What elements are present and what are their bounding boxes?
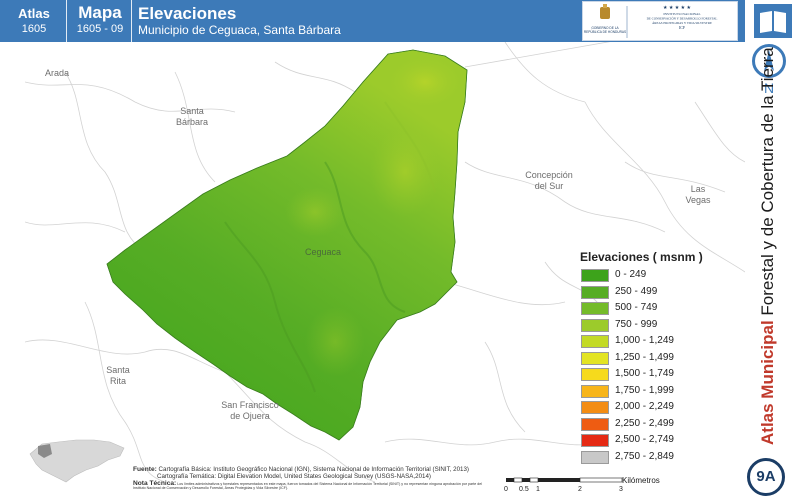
coat-of-arms-icon: [600, 7, 610, 19]
legend-swatch: [581, 351, 609, 365]
legend-item: 1,000 - 1,249: [580, 334, 745, 351]
legend-label: 2,750 - 2,849: [615, 450, 674, 462]
north-letter: N: [763, 80, 775, 96]
map-title: Elevaciones: [138, 4, 237, 23]
legend-item: 500 - 749: [580, 301, 745, 318]
legend-label: 1,250 - 1,499: [615, 351, 674, 363]
legend-label: 250 - 499: [615, 285, 658, 297]
legend-swatch: [581, 285, 609, 299]
note-label: Nota Técnica:: [133, 479, 177, 487]
road-network: [25, 42, 745, 482]
svg-text:REPÚBLICA DE HONDURAS: REPÚBLICA DE HONDURAS: [584, 29, 626, 34]
legend-swatch: [581, 368, 609, 381]
logos-graphic: ★ ★ ★ ★ ★ GOBIERNO DE LA REPÚBLICA DE HO…: [584, 4, 718, 38]
sources-line1: Cartografía Básica: Instituto Geográfico…: [158, 466, 469, 473]
page-badge: 9A: [747, 458, 785, 496]
legend-title: Elevaciones ( msnm ): [580, 250, 703, 264]
scale-bar: 0 0.5 1 2 3 Kilómetros: [504, 474, 660, 498]
legend-swatch: [581, 417, 609, 431]
mapa-label: Mapa: [78, 3, 122, 22]
legend-swatch: [581, 401, 609, 414]
atlas-code: 1605: [21, 23, 47, 35]
legend-swatch: [581, 269, 609, 282]
institution-logos: ★ ★ ★ ★ ★ GOBIERNO DE LA REPÚBLICA DE HO…: [582, 1, 738, 41]
map-frame: Arada Santa Bárbara Ceguaca Concepción d…: [25, 42, 745, 482]
legend-swatch: [581, 302, 609, 315]
legend-item: 2,250 - 2,499: [580, 417, 745, 434]
place-las-vegas: Las Vegas: [685, 184, 711, 205]
scale-tick: 0.5: [519, 486, 529, 493]
header-divider: [66, 0, 67, 42]
place-arada: Arada: [45, 68, 70, 78]
legend-label: 1,500 - 1,749: [615, 368, 674, 379]
place-concepcion: Concepción del Sur: [525, 170, 573, 191]
mapa-code: 1605 - 09: [76, 23, 124, 35]
legend-swatch: [581, 318, 609, 332]
open-book-icon: [754, 4, 792, 38]
scale-tick: 2: [578, 486, 582, 493]
legend-item: 2,000 - 2,249: [580, 400, 745, 417]
scale-tick: 3: [619, 486, 623, 493]
sources-line2: Cartografía Temática: Digital Elevation …: [157, 473, 431, 481]
svg-text:INSTITUTO NACIONAL: INSTITUTO NACIONAL: [663, 12, 700, 16]
legend-label: 1,000 - 1,249: [615, 335, 674, 346]
legend-label: 750 - 999: [615, 318, 658, 330]
legend-label: 0 - 249: [615, 269, 647, 280]
north-arrow-icon: [752, 44, 786, 78]
sources-block: Fuente: Cartografía Básica: Instituto Ge…: [133, 466, 493, 491]
map-canvas: [25, 42, 745, 482]
legend-item: 0 - 249: [580, 268, 745, 285]
map-subtitle: Municipio de Ceguaca, Santa Bárbara: [138, 23, 341, 37]
svg-text:★ ★ ★ ★ ★: ★ ★ ★ ★ ★: [663, 5, 691, 11]
legend-label: 2,000 - 2,249: [615, 401, 674, 412]
scale-bar-graphic: [506, 477, 623, 483]
legend-swatch: [581, 384, 609, 398]
honduras-locator-map: [29, 439, 125, 483]
sources-label: Fuente:: [133, 466, 157, 473]
legend-swatch: [581, 434, 609, 447]
place-ceguaca: Ceguaca: [305, 247, 342, 257]
place-santa-rita: Santa Rita: [106, 365, 130, 386]
legend-item: 1,500 - 1,749: [580, 367, 745, 384]
scale-tick: 0: [504, 486, 508, 493]
right-sidebar: [745, 0, 800, 500]
legend-item: 2,500 - 2,749: [580, 433, 745, 450]
legend-item: 750 - 999: [580, 318, 745, 335]
legend-swatch: [581, 450, 609, 464]
vertical-title-rest: Forestal y de Cobertura de la Tierra: [758, 47, 777, 321]
svg-text:ÁREAS PROTEGIDAS Y VIDA SILVES: ÁREAS PROTEGIDAS Y VIDA SILVESTRE: [652, 20, 712, 25]
svg-text:DE CONSERVACIÓN Y DESARROLLO F: DE CONSERVACIÓN Y DESARROLLO FORESTAL: [647, 16, 718, 21]
legend-label: 1,750 - 1,999: [615, 384, 674, 396]
scale-tick: 1: [536, 486, 540, 493]
scale-unit: Kilómetros: [622, 476, 660, 485]
svg-text:ICF: ICF: [679, 25, 686, 30]
legend-swatch: [581, 335, 609, 348]
legend: Elevaciones ( msnm ) 0 - 249 250 - 499 5…: [580, 250, 745, 466]
place-san-francisco: San Francisco de Ojuera: [221, 400, 279, 421]
municipality-outline: [106, 49, 468, 441]
relief-highlights: [224, 54, 465, 393]
legend-item: 250 - 499: [580, 285, 745, 302]
header-divider: [131, 0, 132, 42]
note-text: Los límites administrativos y forestales…: [133, 481, 483, 491]
svg-text:GOBIERNO DE LA: GOBIERNO DE LA: [591, 26, 619, 30]
legend-label: 2,500 - 2,749: [615, 434, 674, 445]
legend-item: 1,750 - 1,999: [580, 384, 745, 401]
legend-item: 1,250 - 1,499: [580, 351, 745, 368]
vertical-title-bold: Atlas Municipal: [758, 320, 777, 445]
legend-label: 500 - 749: [615, 302, 658, 313]
legend-label: 2,250 - 2,499: [615, 417, 674, 429]
place-santa-barbara: Santa Bárbara: [175, 106, 209, 127]
legend-rows: 0 - 249 250 - 499 500 - 749 750 - 999 1,…: [580, 268, 745, 466]
atlas-label: Atlas: [18, 6, 50, 21]
legend-item: 2,750 - 2,849: [580, 450, 745, 467]
